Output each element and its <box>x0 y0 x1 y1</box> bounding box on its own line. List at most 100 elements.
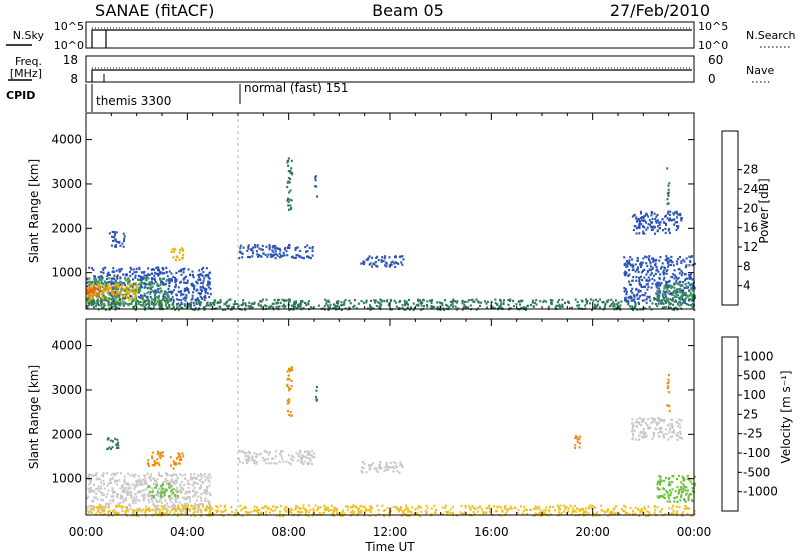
power-cell <box>678 288 681 291</box>
power-cell <box>183 304 186 307</box>
power-cell <box>87 287 90 291</box>
velocity-cell <box>544 512 547 515</box>
velocity-cell <box>682 488 685 491</box>
power-cell <box>172 305 175 309</box>
velocity-cell <box>100 505 103 508</box>
power-cell <box>202 271 205 274</box>
power-cell <box>472 300 475 303</box>
velocity-cell <box>364 507 367 510</box>
power-cell <box>662 269 665 272</box>
velocity-cell <box>122 486 125 489</box>
velocity-cell <box>460 504 463 508</box>
velocity-cell <box>89 480 92 483</box>
power-cell <box>671 218 674 221</box>
velocity-cell <box>614 513 617 516</box>
power-cell <box>162 283 164 286</box>
power-cell <box>182 248 185 251</box>
power-cell <box>182 297 185 300</box>
power-cell <box>87 299 90 302</box>
velocity-cell <box>164 472 167 475</box>
velocity-cell <box>253 459 255 462</box>
power-cell <box>262 252 265 255</box>
power-cell <box>141 304 144 307</box>
power-cell <box>666 261 669 265</box>
velocity-cell <box>184 473 187 476</box>
velocity-cell <box>164 499 167 502</box>
velocity-cell <box>540 509 543 512</box>
power-cell <box>144 274 147 277</box>
velocity-cell <box>278 460 281 463</box>
power-cell <box>324 298 327 301</box>
velocity-cell <box>179 458 182 461</box>
power-cell <box>128 281 131 284</box>
velocity-cell <box>367 509 370 512</box>
power-cell <box>224 302 227 305</box>
power-cell <box>515 303 518 306</box>
velocity-cell <box>319 506 322 509</box>
power-cell <box>244 304 247 307</box>
power-cell <box>626 300 628 303</box>
cpid-label: CPID <box>6 89 35 102</box>
velocity-cell <box>657 496 660 499</box>
power-cell <box>376 255 379 258</box>
power-cell <box>197 308 200 311</box>
velocity-cell <box>600 504 603 507</box>
power-cell <box>206 303 209 306</box>
power-cell <box>449 300 452 304</box>
velocity-cell <box>89 473 92 476</box>
power-cell <box>691 278 694 281</box>
power-cell <box>115 269 118 272</box>
power-cell <box>100 279 103 282</box>
velocity-cell <box>400 464 403 467</box>
velocity-cell <box>101 510 104 513</box>
velocity-cell <box>687 478 690 481</box>
power-cell <box>203 308 206 311</box>
velocity-cell <box>126 508 129 511</box>
velocity-cell <box>173 473 176 476</box>
velocity-cell <box>686 474 689 477</box>
velocity-cell <box>346 508 349 512</box>
velocity-cell <box>142 508 145 511</box>
power-cell <box>691 297 694 300</box>
power-cell <box>200 273 203 276</box>
velocity-cell <box>245 452 248 455</box>
power-cell <box>387 304 390 307</box>
velocity-cell <box>488 507 491 510</box>
power-cell <box>209 293 212 296</box>
power-cell <box>681 292 684 295</box>
power-cell <box>219 299 222 302</box>
velocity-cell <box>92 509 95 512</box>
power-cell <box>196 282 199 285</box>
power-cell <box>247 305 250 308</box>
power-cell <box>123 294 126 297</box>
power-cell <box>357 302 360 305</box>
power-cell <box>663 272 666 275</box>
velocity-cell <box>138 478 141 481</box>
power-cell <box>213 300 216 303</box>
power-cell <box>304 246 307 249</box>
velocity-cell <box>102 472 105 475</box>
power-cell <box>388 302 391 305</box>
power-cell <box>172 299 175 302</box>
power-cell <box>202 279 205 282</box>
power-cell <box>670 255 673 258</box>
velocity-cell <box>144 474 147 477</box>
power-cell <box>92 299 95 302</box>
velocity-cell <box>162 491 165 494</box>
velocity-cell <box>677 435 680 438</box>
velocity-cell <box>145 514 147 517</box>
velocity-cell <box>578 438 581 441</box>
velocity-cell <box>99 503 102 507</box>
power-cell <box>675 275 678 278</box>
velocity-cell <box>675 510 678 513</box>
power-cell <box>113 298 115 301</box>
velocity-cell <box>245 506 247 509</box>
power-cell <box>261 244 264 247</box>
velocity-cell <box>441 506 444 509</box>
power-cell <box>152 307 155 310</box>
power-cell <box>651 267 654 271</box>
power-cell <box>664 258 667 262</box>
power-cell <box>634 263 637 266</box>
velocity-cell <box>178 453 181 456</box>
velocity-cell <box>416 507 419 510</box>
